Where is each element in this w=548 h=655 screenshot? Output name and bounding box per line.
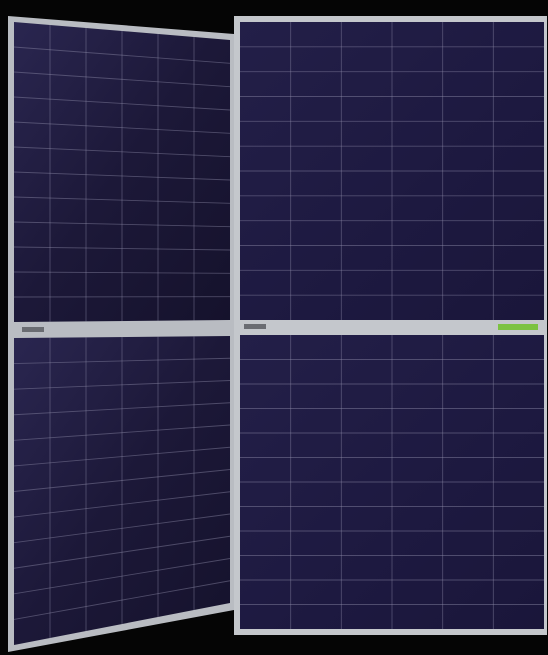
- cell-line: [13, 196, 231, 204]
- cell-line: [13, 424, 231, 441]
- cell-line: [13, 246, 231, 251]
- cell-line: [13, 357, 231, 365]
- cell-line: [13, 580, 231, 620]
- cell-line: [13, 121, 231, 134]
- cell-line: [13, 221, 231, 228]
- cell-grid: [13, 22, 544, 638]
- left-panel-lower: [14, 336, 230, 645]
- cell-line: [13, 558, 231, 595]
- left-panel-upper: [14, 22, 230, 322]
- cell-line: [13, 146, 231, 158]
- logo-mark: [244, 324, 266, 329]
- cell-line: [13, 271, 231, 274]
- cell-line: [13, 469, 231, 492]
- right-panel-upper: [240, 22, 544, 320]
- right-panel-lower: [240, 335, 544, 629]
- cell-line: [13, 402, 231, 416]
- logo-mark: [22, 327, 44, 332]
- cell-line: [13, 46, 231, 64]
- cell-line: [13, 380, 231, 390]
- cell-line: [13, 446, 231, 467]
- cell-line: [13, 513, 231, 544]
- cell-line: [13, 171, 231, 181]
- cell-line: [13, 71, 231, 88]
- green-badge: [498, 324, 538, 330]
- cell-line: [13, 491, 231, 518]
- cell-line: [13, 535, 231, 569]
- cell-line: [13, 96, 231, 111]
